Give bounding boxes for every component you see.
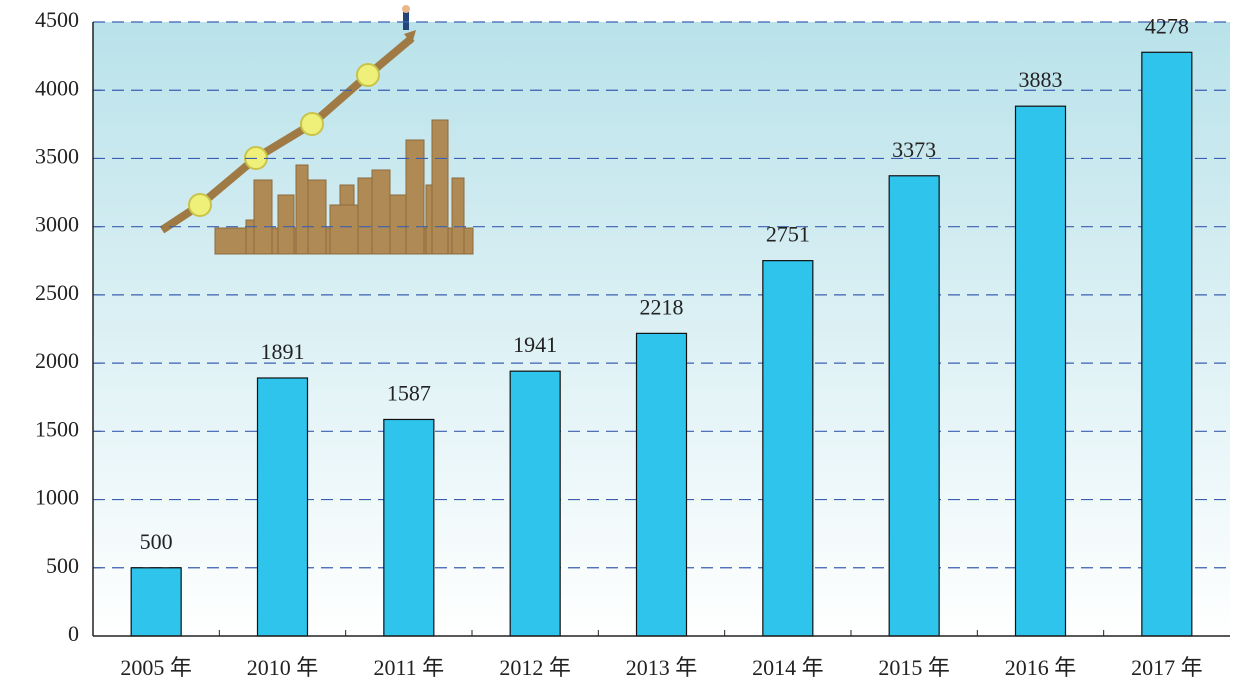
- value-label: 3373: [892, 137, 936, 162]
- value-label: 3883: [1019, 67, 1063, 92]
- bar: [1141, 51, 1193, 637]
- x-tick-label: 2005 年: [120, 655, 192, 680]
- value-label: 500: [140, 529, 173, 554]
- y-tick-label: 2500: [35, 280, 79, 305]
- x-tick-label: 2014 年: [752, 655, 824, 680]
- value-label: 1941: [513, 332, 557, 357]
- value-label: 1587: [387, 381, 431, 406]
- bar: [762, 260, 814, 637]
- y-tick-label: 1500: [35, 416, 79, 441]
- y-tick-label: 1000: [35, 485, 79, 510]
- x-tick-label: 2010 年: [247, 655, 319, 680]
- value-label: 2751: [766, 222, 810, 247]
- bar: [635, 332, 688, 637]
- y-tick-label: 4000: [35, 75, 79, 100]
- y-tick-label: 4500: [35, 7, 79, 32]
- y-tick-label: 0: [68, 621, 79, 646]
- bar: [256, 377, 309, 637]
- bar: [130, 567, 182, 637]
- y-tick-label: 500: [46, 553, 79, 578]
- bar: [509, 370, 561, 637]
- x-tick-label: 2017 年: [1131, 655, 1203, 680]
- x-tick-label: 2016 年: [1005, 655, 1077, 680]
- value-label: 1891: [261, 339, 305, 364]
- x-tick-label: 2015 年: [878, 655, 950, 680]
- x-tick-label: 2012 年: [499, 655, 571, 680]
- y-tick-label: 3500: [35, 143, 79, 168]
- x-tick-label: 2013 年: [626, 655, 698, 680]
- bar: [888, 175, 940, 637]
- y-tick-label: 3000: [35, 212, 79, 237]
- decoration: [159, 5, 474, 255]
- bar: [1014, 105, 1067, 637]
- y-tick-label: 2000: [35, 348, 79, 373]
- bar: [383, 418, 435, 637]
- value-label: 2218: [640, 294, 684, 319]
- value-label: 4278: [1145, 13, 1189, 38]
- x-tick-label: 2011 年: [373, 655, 444, 680]
